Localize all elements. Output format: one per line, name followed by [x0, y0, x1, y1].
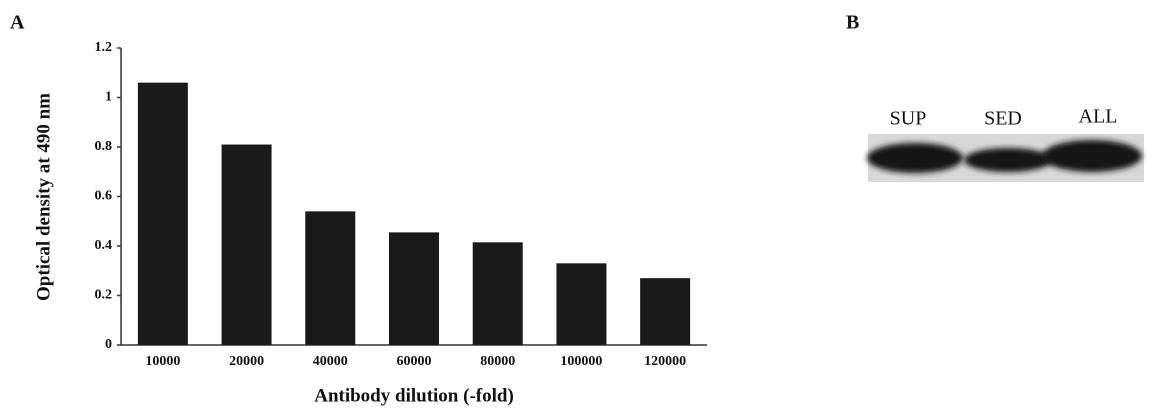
bar — [222, 145, 272, 345]
x-tick-label: 80000 — [480, 354, 515, 369]
panel-label: A — [10, 12, 25, 34]
x-tick-label: 40000 — [313, 354, 348, 369]
x-tick-label: 60000 — [397, 354, 432, 369]
y-tick-label: 1.2 — [95, 40, 113, 55]
plot: 0 0.2 0.4 0.6 0.8 1 1.2 10000 20000 40000 60000 800… — [95, 40, 708, 369]
blot-band — [1042, 140, 1142, 172]
y-tick-label: 1 — [105, 90, 112, 105]
x-axis-title: Antibody dilution (-fold) — [314, 385, 514, 406]
bar — [473, 242, 523, 345]
y-tick-label: 0.8 — [95, 139, 113, 154]
lane-label: ALL — [1079, 106, 1118, 128]
bar — [138, 83, 188, 345]
y-axis-title: Optical density at 490 nm — [33, 93, 54, 301]
bar — [556, 263, 606, 345]
y-tick-label: 0 — [105, 337, 112, 352]
blot-band — [964, 148, 1052, 172]
bar — [389, 232, 439, 345]
bar — [640, 278, 690, 345]
blot: SUP SED ALL — [867, 106, 1144, 182]
x-tick-label: 120000 — [644, 354, 686, 369]
x-tick-label: 100000 — [560, 354, 602, 369]
y-tick-label: 0.2 — [95, 288, 113, 303]
lane-label: SED — [984, 108, 1022, 130]
x-tick-label: 10000 — [145, 354, 180, 369]
x-tick-label: 20000 — [229, 354, 264, 369]
y-tick-label: 0.4 — [95, 238, 113, 253]
figure: A B Optical density at 490 nm Antibody d… — [0, 0, 1157, 412]
blot-band — [867, 143, 963, 173]
panel-label: B — [846, 12, 859, 34]
y-tick-label: 0.6 — [95, 189, 113, 204]
bar — [305, 211, 355, 345]
lane-label: SUP — [890, 108, 927, 130]
